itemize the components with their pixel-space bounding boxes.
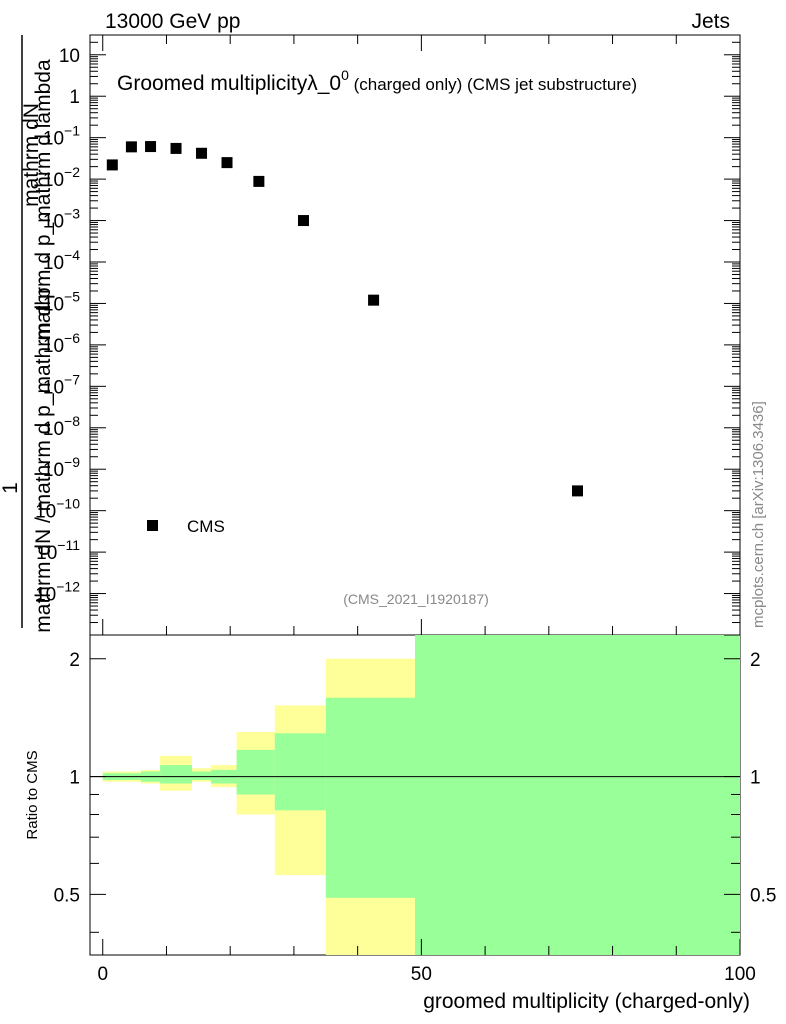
ratio-y-label: Ratio to CMS: [24, 750, 41, 839]
ratio-y-tick-label: 0.5: [54, 885, 80, 906]
x-tick-label: 100: [724, 964, 756, 985]
data-point: [253, 175, 265, 187]
data-point: [297, 215, 309, 227]
data-point: [145, 141, 157, 153]
x-tick-label: 0: [97, 964, 108, 985]
data-point: [170, 142, 182, 154]
y-tick-label: 10: [59, 46, 80, 67]
y-tick-label: 10−7: [43, 371, 80, 398]
ratio-band-inner: [415, 635, 740, 955]
ratio-band-inner: [325, 697, 415, 898]
y-label-denominator: mathrm d p_mathrm d lambda: [32, 59, 55, 341]
analysis-id: (CMS_2021_I1920187): [343, 591, 489, 607]
ratio-y-tick-label: 1: [69, 768, 80, 789]
data-point: [106, 159, 118, 171]
main-plot-frame: [89, 34, 741, 636]
main-data-points: [106, 141, 583, 497]
main-ticks: 10 1 10−1 10−2 10−3 10−4 10−5 10−6 10−7 10−8 10−9 1…: [35, 34, 740, 636]
x-axis-label: groomed multiplicity (charged-only): [423, 990, 750, 1013]
data-point: [221, 157, 233, 169]
chart-title-rest: (charged only) (CMS jet substructure): [349, 75, 637, 94]
y-label-prefix: 1: [0, 482, 22, 494]
y-tick-label: 1: [69, 87, 80, 108]
credit-label: mcplots.cern.ch [arXiv:1306.3436]: [750, 401, 767, 628]
ratio-y-tick-label-right: 1: [750, 768, 761, 789]
legend-marker: [147, 520, 158, 531]
y-label-numerator: mathrm dN: [20, 103, 43, 207]
y-tick-label: 10−8: [43, 413, 80, 440]
legend-label: CMS: [187, 517, 225, 536]
process-label: Jets: [691, 10, 730, 33]
ratio-bands: [90, 635, 740, 955]
ratio-band-inner: [274, 733, 326, 811]
y-tick-label: 10−11: [36, 537, 80, 564]
chart-title-superscript: 0: [341, 67, 349, 83]
ratio-band-inner: [236, 749, 275, 795]
data-point: [572, 485, 583, 497]
main-y-axis-label: mathrm dN mathrm d p_mathrm d lambda 1 m…: [0, 35, 55, 633]
chart-title-main: Groomed multiplicity: [117, 72, 308, 95]
y-tick-label: 10−4: [43, 247, 80, 274]
y-label-mid: mathrm dN / mathrm d p_mathrm d p: [32, 287, 55, 632]
chart-title: Groomed multiplicityλ_00 (charged only) …: [117, 67, 637, 95]
y-tick-label: 10−2: [43, 164, 80, 191]
y-tick-label: 10−12: [35, 579, 80, 606]
y-tick-label: 10−1: [43, 123, 80, 150]
ratio-y-tick-label-right: 2: [750, 650, 761, 671]
y-tick-label: 10−3: [43, 206, 80, 233]
y-tick-label: 10−6: [43, 330, 80, 357]
data-point: [125, 141, 137, 153]
data-point: [196, 147, 208, 159]
ratio-band-inner: [160, 765, 192, 784]
ratio-y-tick-label: 2: [69, 650, 80, 671]
data-point: [368, 294, 380, 306]
ratio-band-inner: [191, 771, 212, 780]
energy-label: 13000 GeV pp: [105, 10, 240, 33]
y-tick-label: 10−10: [35, 496, 80, 523]
chart-title-lambda: λ_0: [307, 72, 341, 95]
y-tick-label: 10−5: [43, 288, 80, 315]
x-tick-label: 50: [411, 964, 432, 985]
ratio-y-tick-label-right: 0.5: [750, 885, 776, 906]
y-tick-label: 10−9: [43, 454, 80, 481]
